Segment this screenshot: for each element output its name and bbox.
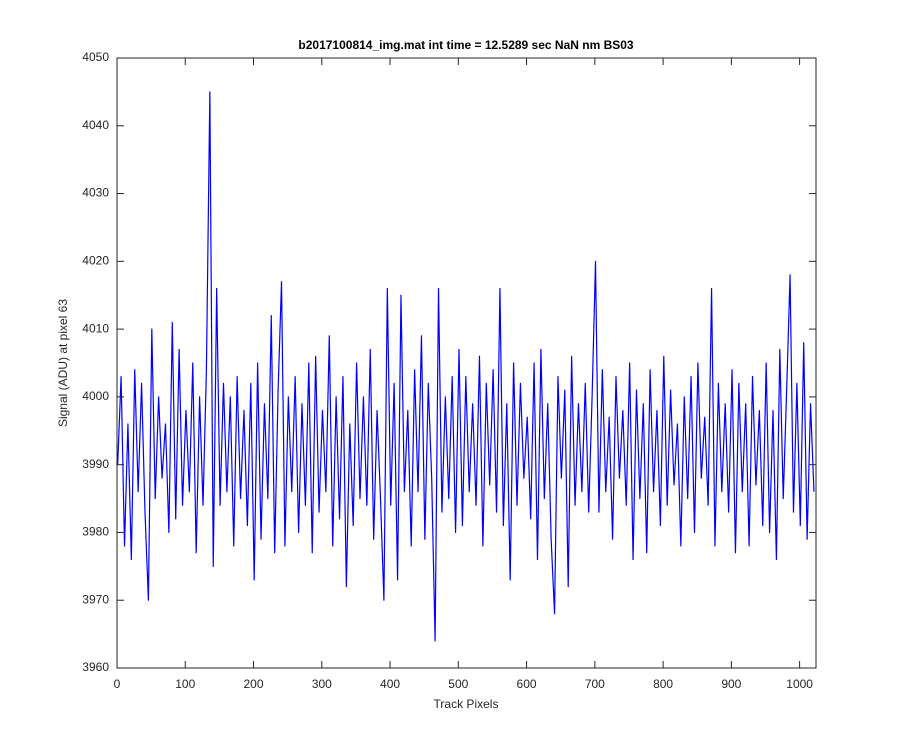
y-tick-label: 4020 — [82, 254, 109, 268]
y-tick-label: 4010 — [82, 321, 109, 335]
y-tick-label: 3990 — [82, 457, 109, 471]
x-tick-label: 200 — [244, 677, 264, 691]
x-tick-label: 700 — [585, 677, 605, 691]
chart-title: b2017100814_img.mat int time = 12.5289 s… — [298, 38, 634, 52]
x-tick-label: 400 — [380, 677, 400, 691]
y-tick-label: 4050 — [82, 50, 109, 64]
x-tick-label: 300 — [312, 677, 332, 691]
y-tick-label: 3980 — [82, 525, 109, 539]
y-tick-label: 3970 — [82, 592, 109, 606]
data-line — [117, 91, 815, 642]
y-axis-label: Signal (ADU) at pixel 63 — [56, 299, 70, 427]
y-tick-label: 4040 — [82, 118, 109, 132]
y-tick-label: 4000 — [82, 389, 109, 403]
x-tick-label: 100 — [175, 677, 195, 691]
x-tick-label: 0 — [114, 677, 121, 691]
axes-box — [116, 57, 817, 669]
x-tick-label: 600 — [517, 677, 537, 691]
x-axis-label: Track Pixels — [434, 697, 499, 711]
y-tick-label: 4030 — [82, 186, 109, 200]
x-tick-label: 900 — [721, 677, 741, 691]
y-tick-label: 3960 — [82, 660, 109, 674]
x-tick-label: 800 — [653, 677, 673, 691]
x-tick-label: 500 — [448, 677, 468, 691]
x-tick-label: 1000 — [786, 677, 813, 691]
